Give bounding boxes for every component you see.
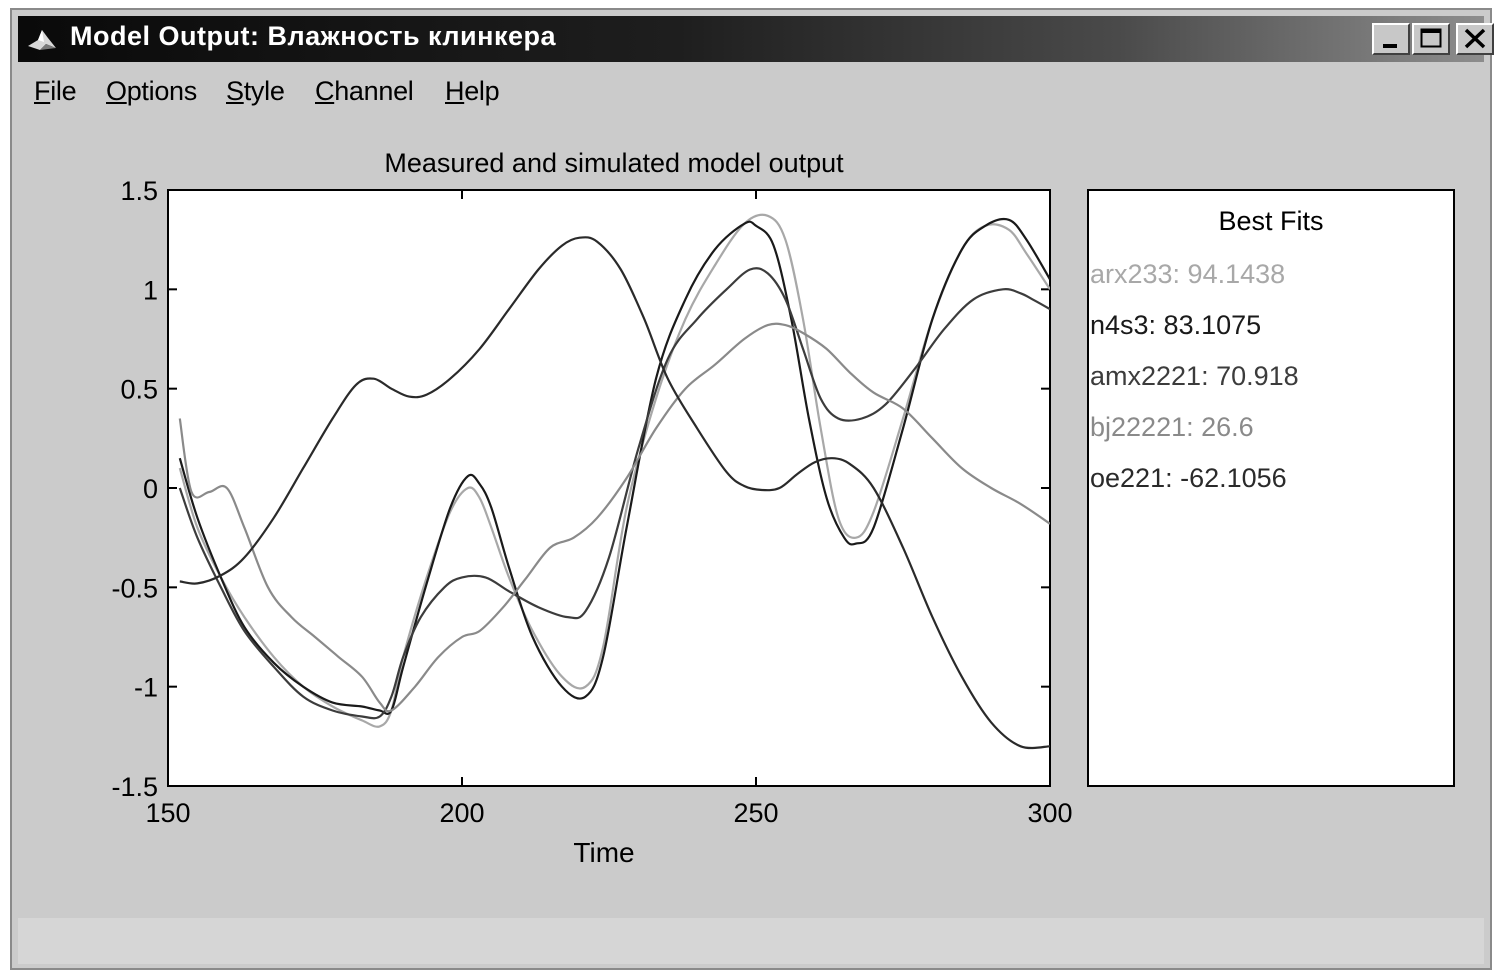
close-icon (1464, 28, 1486, 49)
maximize-icon (1420, 28, 1442, 48)
x-tick-label: 150 (145, 798, 190, 828)
legend-entry[interactable]: arx233: 94.1438 (1090, 259, 1285, 289)
menu-help[interactable]: Help (445, 76, 500, 106)
model-output-window: Model Output: Влажность клинкера File Op… (10, 8, 1494, 970)
y-tick-label: 1 (143, 275, 158, 305)
series-line-4 (178, 322, 1050, 713)
series-line-1 (178, 213, 1050, 728)
legend-entry[interactable]: n4s3: 83.1075 (1090, 310, 1261, 340)
menu-style[interactable]: Style (226, 76, 285, 106)
x-tick-label: 250 (733, 798, 778, 828)
status-bar (18, 918, 1484, 964)
series-line-5 (179, 236, 1050, 750)
y-tick-label: -1 (134, 673, 158, 703)
menu-channel[interactable]: Channel (315, 76, 414, 106)
menu-bar: File Options Style Channel Help (18, 66, 1484, 112)
legend-entry[interactable]: amx2221: 70.918 (1090, 361, 1299, 391)
menu-file[interactable]: File (34, 76, 77, 106)
best-fits-list: arx233: 94.1438 n4s3: 83.1075 amx2221: 70.… (1090, 259, 1299, 493)
series-line-3 (178, 267, 1050, 720)
x-tick-label: 200 (439, 798, 484, 828)
y-tick-label: -0.5 (111, 573, 158, 603)
plot-area[interactable] (167, 189, 1051, 787)
menu-options[interactable]: Options (106, 76, 197, 106)
matlab-logo-icon (28, 30, 56, 50)
figure-area: Measured and simulated model output 150 2… (20, 114, 1482, 918)
legend-entry[interactable]: oe221: -62.1056 (1090, 463, 1287, 493)
series-line-2 (178, 217, 1050, 715)
y-tick-label: 0.5 (120, 375, 158, 405)
best-fits-title: Best Fits (1218, 206, 1323, 236)
x-axis-label: Time (573, 837, 634, 868)
close-button[interactable] (1456, 23, 1494, 55)
legend-entry[interactable]: bj22221: 26.6 (1090, 412, 1254, 442)
minimize-button[interactable] (1372, 23, 1410, 55)
axis-ticks: 150 200 250 300 1.5 1 0.5 0 -0.5 -1 -1.5 (111, 176, 1072, 828)
y-tick-label: 1.5 (120, 176, 158, 206)
best-fits-panel: Best Fits (1087, 189, 1455, 787)
series-lines (178, 213, 1050, 750)
minimize-icon (1383, 44, 1397, 48)
title-bar[interactable]: Model Output: Влажность клинкера (18, 16, 1494, 62)
model-output-chart: Measured and simulated model output 150 2… (111, 148, 1455, 868)
x-tick-label: 300 (1027, 798, 1072, 828)
y-tick-label: -1.5 (111, 772, 158, 802)
window-title: Model Output: Влажность клинкера (70, 21, 556, 51)
y-tick-label: 0 (143, 474, 158, 504)
chart-title: Measured and simulated model output (384, 148, 844, 178)
maximize-button[interactable] (1412, 23, 1450, 55)
